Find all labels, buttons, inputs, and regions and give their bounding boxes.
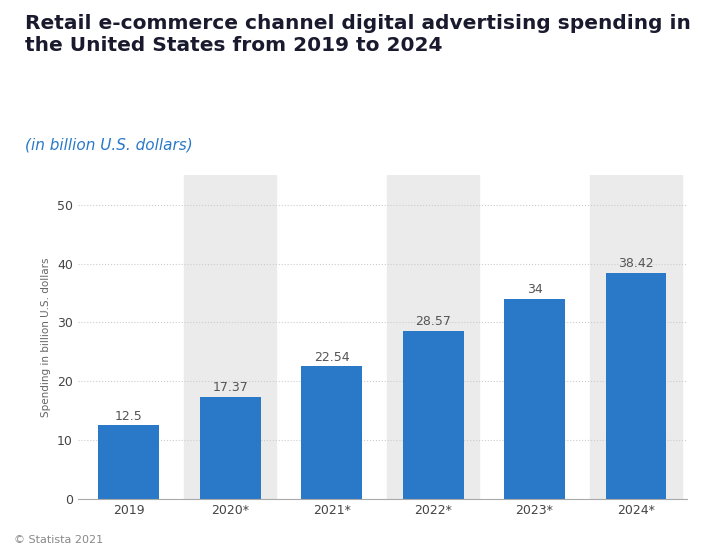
Text: 12.5: 12.5	[115, 410, 142, 423]
Text: 17.37: 17.37	[212, 381, 248, 394]
Text: 22.54: 22.54	[314, 351, 349, 364]
Bar	[605, 273, 666, 499]
Text: 38.42: 38.42	[618, 258, 653, 271]
Y-axis label: Spending in billion U.S. dollars: Spending in billion U.S. dollars	[42, 257, 52, 417]
Bar	[301, 366, 362, 499]
Bar	[98, 425, 159, 499]
Text: 34: 34	[527, 283, 542, 296]
Bar	[590, 175, 682, 499]
Text: © Statista 2021: © Statista 2021	[14, 535, 103, 545]
Text: Retail e-commerce channel digital advertising spending in
the United States from: Retail e-commerce channel digital advert…	[25, 14, 691, 55]
Bar	[504, 299, 565, 499]
Text: (in billion U.S. dollars): (in billion U.S. dollars)	[25, 137, 193, 152]
Bar	[184, 175, 275, 499]
Text: 28.57: 28.57	[415, 316, 451, 328]
Bar	[200, 397, 261, 499]
Bar	[403, 331, 464, 499]
Bar	[387, 175, 479, 499]
